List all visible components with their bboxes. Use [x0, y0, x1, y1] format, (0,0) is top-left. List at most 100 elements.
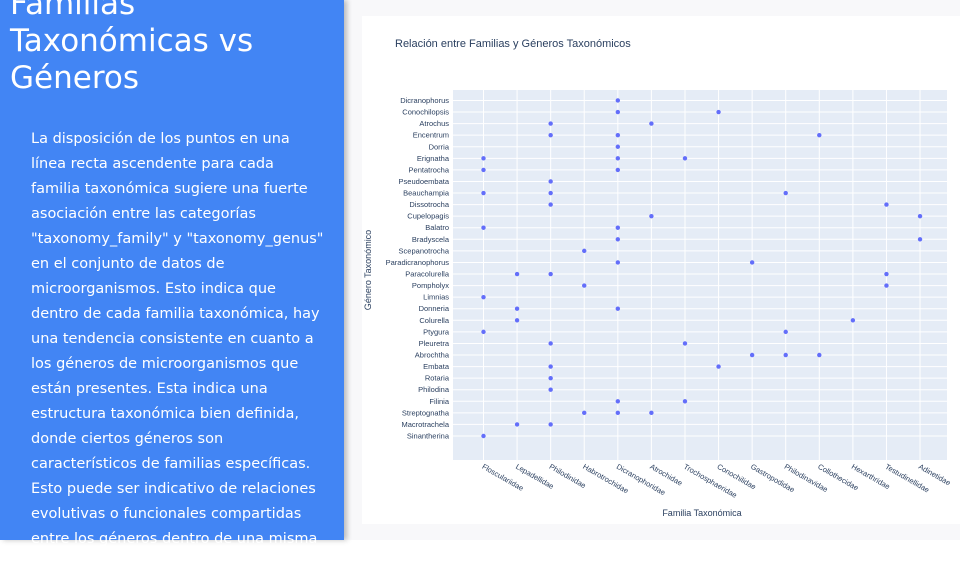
data-point	[682, 156, 688, 161]
y-tick-label: Scepanotrocha	[399, 246, 450, 255]
y-tick-label: Dorria	[429, 142, 450, 151]
data-point	[884, 283, 889, 288]
data-point	[481, 225, 486, 230]
data-point	[615, 109, 621, 115]
data-point	[817, 132, 822, 138]
data-point	[783, 329, 788, 335]
data-point	[548, 341, 553, 346]
data-point	[481, 433, 486, 439]
data-point	[716, 364, 721, 369]
y-tick-label: Embata	[423, 362, 450, 371]
data-point	[783, 190, 788, 196]
data-point	[682, 399, 688, 404]
data-point	[582, 248, 587, 254]
y-axis-label: Género Taxonómico	[363, 230, 373, 310]
data-point	[514, 422, 520, 427]
data-points	[481, 98, 923, 439]
y-tick-label: Ptygura	[423, 327, 450, 336]
y-tick-label: Limnias	[423, 293, 449, 302]
data-point	[615, 132, 621, 138]
data-point	[850, 318, 856, 323]
data-point	[548, 121, 553, 126]
data-point	[582, 283, 587, 288]
y-tick-label: Cupelopagis	[407, 212, 449, 221]
slide-title: Familias Taxonómicas vs Géneros	[10, 0, 254, 96]
data-point	[615, 306, 621, 311]
data-point	[615, 98, 621, 103]
data-point	[548, 422, 553, 427]
y-axis-tick-labels: Sinantherina Macrotrachela Streptognatha Fi…	[386, 96, 450, 441]
y-tick-label: Abrochtha	[415, 351, 450, 360]
y-tick-label: Donneria	[419, 304, 450, 313]
data-point	[548, 271, 553, 277]
data-point	[817, 352, 822, 358]
y-tick-label: Encentrum	[413, 131, 449, 140]
y-tick-label: Erignatha	[417, 154, 450, 163]
data-point	[615, 225, 621, 230]
gridlines	[453, 90, 947, 460]
y-tick-label: Paracolurella	[405, 270, 450, 279]
y-tick-label: Dicranophorus	[400, 96, 449, 105]
data-point	[548, 375, 553, 381]
y-tick-label: Rotaria	[425, 374, 450, 383]
y-tick-label: Pleuretra	[419, 339, 450, 348]
y-tick-label: Conochilopsis	[402, 108, 449, 117]
data-point	[649, 213, 654, 219]
data-point	[548, 202, 553, 207]
data-point	[548, 190, 553, 196]
data-point	[884, 271, 889, 277]
y-tick-label: Streptognatha	[402, 408, 450, 417]
y-tick-label: Dissotrocha	[409, 200, 449, 209]
data-point	[649, 410, 654, 416]
y-tick-label: Paradicranophorus	[386, 258, 450, 267]
data-point	[481, 294, 486, 300]
data-point	[749, 352, 755, 358]
y-tick-label: Bradyscela	[412, 235, 450, 244]
y-tick-label: Sinantherina	[407, 432, 450, 441]
data-point	[548, 387, 553, 392]
slide-body-text: La disposición de los puntos en una líne…	[31, 131, 324, 572]
data-point	[682, 341, 688, 346]
y-tick-label: Beauchampia	[403, 189, 450, 198]
y-tick-label: Pentatrocha	[409, 165, 450, 174]
data-point	[615, 399, 621, 404]
y-tick-label: Atrochus	[419, 119, 449, 128]
data-point	[615, 144, 621, 149]
data-point	[615, 167, 621, 173]
data-point	[514, 271, 520, 277]
data-point	[481, 190, 486, 196]
y-tick-label: Philodina	[418, 385, 450, 394]
y-tick-label: Filinia	[429, 397, 449, 406]
x-axis-label: Familia Taxonómica	[662, 508, 741, 518]
y-tick-label: Colurella	[419, 316, 449, 325]
data-point	[917, 237, 923, 242]
scatter-chart: Relación entre Familias y Géneros Taxonó…	[363, 38, 953, 518]
y-tick-label: Balatro	[425, 223, 449, 232]
data-point	[749, 260, 755, 265]
data-point	[548, 179, 553, 184]
data-point	[917, 213, 923, 219]
data-point	[548, 364, 553, 369]
data-point	[481, 167, 486, 173]
data-point	[884, 202, 889, 207]
data-point	[481, 156, 486, 161]
y-tick-label: Pompholyx	[412, 281, 449, 290]
chart-card: Relación entre Familias y Géneros Taxonó…	[362, 16, 960, 524]
data-point	[548, 132, 553, 138]
data-point	[514, 306, 520, 311]
plot-area	[453, 90, 947, 460]
data-point	[615, 260, 621, 265]
data-point	[649, 121, 654, 126]
data-point	[481, 329, 486, 335]
y-tick-label: Pseudoembata	[399, 177, 450, 186]
data-point	[615, 410, 621, 416]
data-point	[582, 410, 587, 416]
chart-title: Relación entre Familias y Géneros Taxonó…	[395, 38, 631, 50]
data-point	[615, 237, 621, 242]
data-point	[783, 352, 788, 358]
text-panel: Familias Taxonómicas vs Géneros La dispo…	[0, 0, 344, 572]
data-point	[716, 109, 721, 115]
x-axis-tick-labels: FlosculariidaeLepadellidaePhilodinidaeHa…	[481, 462, 953, 500]
data-point	[615, 156, 621, 161]
y-tick-label: Macrotrachela	[401, 420, 449, 429]
